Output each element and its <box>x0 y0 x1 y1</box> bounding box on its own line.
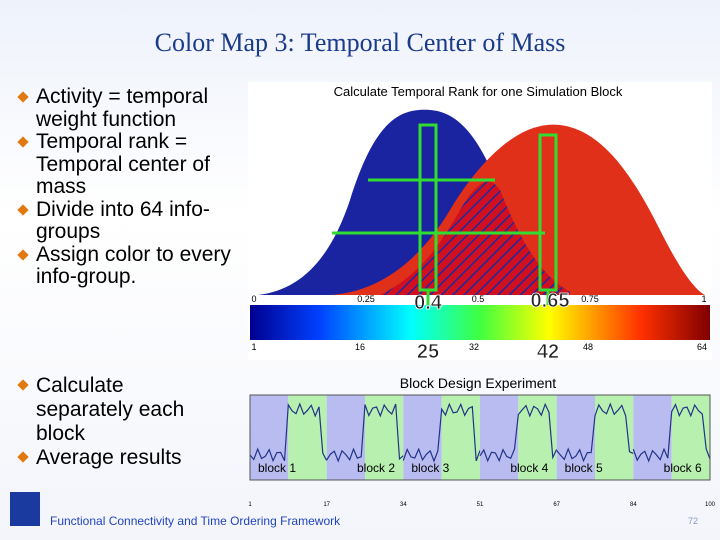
scale-top-label: 0.75 <box>581 294 599 304</box>
block-label: block 6 <box>664 461 702 475</box>
block-off <box>633 395 672 480</box>
markers: 0.4 25 0.65 42 <box>414 290 570 364</box>
signal-trace <box>249 402 328 463</box>
scale-labels: 0 0.25 0.5 0.75 1 1 16 32 48 64 <box>251 294 707 352</box>
block-off <box>556 395 595 480</box>
block-label: block 5 <box>565 461 603 475</box>
scale-top-label: 0 <box>251 294 256 304</box>
logo <box>10 492 40 526</box>
block-off <box>326 395 365 480</box>
axis-label: 1 <box>248 502 252 508</box>
overlap <box>380 181 570 295</box>
axis-label: 51 <box>477 502 484 508</box>
block-label: block 4 <box>510 461 548 475</box>
axis-label: 34 <box>400 502 407 508</box>
block-off <box>250 395 289 480</box>
bullet: Average results <box>18 446 218 470</box>
scale-top-label: 0.5 <box>472 294 485 304</box>
figure-title: Block Design Experiment <box>400 375 557 391</box>
block-label: block 1 <box>258 461 296 475</box>
block-panels: block 1 block 2 block 3 block 4 block 5 block… <box>248 394 716 508</box>
bullet: Activity = temporal weight function <box>18 85 248 131</box>
axis-label: 67 <box>553 502 560 508</box>
bullet: Calculate separately each block <box>18 374 218 446</box>
scale-top-label: 1 <box>701 294 706 304</box>
marker-group: 42 <box>537 341 559 363</box>
signal-trace <box>402 402 481 463</box>
bullet: Temporal rank = Temporal center of mass <box>18 130 248 199</box>
signal-trace <box>556 402 634 463</box>
block-label: block 3 <box>411 461 449 475</box>
block-label: block 2 <box>357 461 395 475</box>
marker-rank: 0.4 <box>414 292 443 314</box>
scale-bottom-label: 1 <box>251 342 256 352</box>
bullet-list: Activity = temporal weight function Temp… <box>18 85 248 289</box>
axis-label: 17 <box>323 502 330 508</box>
axis-label: 100 <box>705 502 716 508</box>
color-scale <box>250 305 710 340</box>
marker-group: 25 <box>417 341 439 363</box>
scale-bottom-label: 32 <box>469 342 479 352</box>
signal-trace <box>326 403 404 463</box>
page-number: 72 <box>688 516 698 526</box>
red-distribution <box>330 124 705 296</box>
signal-trace <box>479 402 558 463</box>
bullet: Assign color to every info-group. <box>18 243 248 289</box>
footer-text: Functional Connectivity and Time Orderin… <box>50 514 341 528</box>
bullet-list: Calculate separately each block Average … <box>18 374 218 470</box>
block-off <box>403 395 442 480</box>
figure-title: Calculate Temporal Rank for one Simulati… <box>334 84 623 99</box>
block-off <box>480 395 519 480</box>
scale-bottom-label: 64 <box>697 342 707 352</box>
block-on <box>671 395 710 480</box>
marker-rank: 0.65 <box>531 290 570 312</box>
block-on <box>288 395 327 480</box>
scale-bottom-label: 16 <box>355 342 365 352</box>
bullet: Divide into 64 info-groups <box>18 198 248 244</box>
axis-label: 84 <box>630 502 637 508</box>
slide-title: Color Map 3: Temporal Center of Mass <box>154 28 566 57</box>
signal-trace <box>632 403 711 463</box>
axis-frame <box>249 394 711 481</box>
scale-bottom-label: 48 <box>583 342 593 352</box>
block-on <box>365 395 404 480</box>
scale-top-label: 0.25 <box>357 294 375 304</box>
